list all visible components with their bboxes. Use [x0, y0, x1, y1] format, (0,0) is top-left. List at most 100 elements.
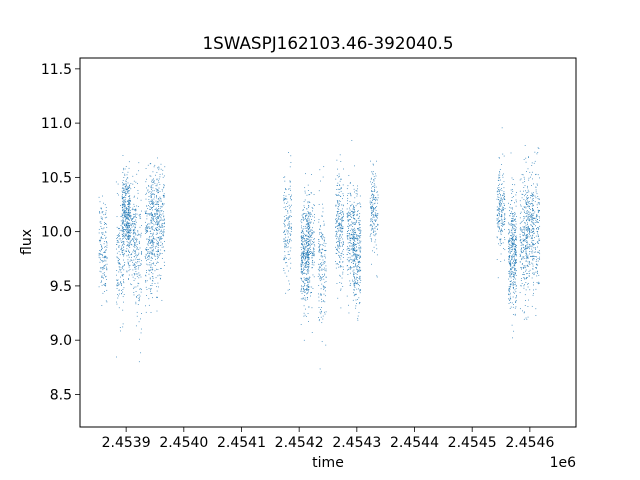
data-point	[158, 191, 159, 193]
data-point	[521, 283, 523, 284]
data-point	[127, 191, 128, 192]
data-point	[289, 215, 290, 217]
data-point	[356, 203, 358, 205]
data-point	[536, 271, 538, 273]
data-point	[370, 218, 371, 220]
y-tick-label: 9.0	[50, 333, 72, 349]
data-point	[354, 232, 356, 234]
data-point	[101, 248, 103, 249]
data-point	[319, 276, 321, 277]
data-point	[121, 204, 123, 206]
x-tick-label: 2.4539	[102, 435, 151, 451]
data-point	[307, 245, 308, 247]
data-point	[342, 261, 344, 263]
data-point	[340, 230, 342, 232]
data-point	[353, 205, 354, 207]
data-point	[150, 241, 152, 243]
data-point	[511, 258, 513, 260]
data-point	[309, 194, 311, 195]
data-point	[283, 270, 285, 271]
data-point	[307, 190, 309, 191]
data-point	[375, 233, 377, 234]
x-axis-label: time	[312, 455, 344, 471]
data-point	[375, 215, 377, 217]
data-point	[501, 220, 503, 222]
data-point	[103, 257, 105, 259]
data-point	[122, 309, 124, 311]
data-point	[375, 239, 377, 241]
data-point	[531, 174, 532, 176]
data-point	[537, 211, 539, 213]
data-point	[306, 279, 308, 281]
data-point	[306, 236, 308, 237]
data-point	[520, 229, 522, 231]
data-point	[120, 248, 122, 250]
data-point	[337, 182, 339, 184]
data-point	[355, 205, 357, 207]
data-point	[499, 203, 501, 205]
data-point	[148, 239, 150, 240]
data-point	[290, 155, 292, 157]
data-point	[133, 239, 135, 241]
data-point	[121, 215, 123, 217]
data-point	[498, 190, 500, 192]
data-point	[531, 195, 533, 197]
data-point	[101, 232, 102, 234]
data-point	[152, 249, 154, 251]
data-point	[358, 235, 360, 236]
data-point	[307, 298, 308, 300]
data-point	[523, 159, 525, 160]
data-point	[511, 258, 513, 260]
data-point	[118, 233, 119, 235]
data-point	[128, 187, 130, 189]
data-point	[159, 277, 161, 279]
data-point	[308, 229, 309, 231]
data-point	[137, 192, 139, 194]
data-point	[325, 265, 327, 267]
data-point	[100, 225, 102, 227]
data-point	[141, 210, 142, 212]
data-point	[510, 281, 512, 282]
data-point	[121, 196, 123, 198]
data-point	[132, 233, 134, 235]
data-point	[284, 259, 285, 261]
data-point	[356, 219, 358, 221]
data-point	[123, 259, 124, 261]
data-point	[122, 182, 123, 184]
data-point	[522, 310, 523, 312]
data-point	[158, 180, 159, 182]
data-point	[306, 220, 308, 222]
data-point	[533, 258, 535, 260]
data-point	[501, 210, 503, 212]
data-point	[536, 231, 538, 232]
data-point	[135, 208, 137, 210]
data-point	[301, 239, 303, 241]
data-point	[520, 244, 522, 246]
data-point	[523, 199, 525, 200]
data-point	[126, 250, 127, 252]
data-point	[357, 318, 359, 320]
data-point	[321, 256, 323, 258]
data-point	[501, 127, 503, 129]
data-point	[122, 214, 124, 216]
data-point	[120, 205, 121, 206]
data-point	[303, 248, 304, 250]
data-point	[160, 245, 162, 246]
data-point	[519, 255, 521, 257]
data-point	[372, 163, 374, 165]
data-point	[126, 245, 128, 247]
data-point	[525, 206, 527, 208]
data-point	[139, 338, 140, 340]
data-point	[157, 250, 159, 252]
data-point	[121, 207, 123, 208]
data-point	[353, 246, 355, 247]
data-point	[159, 196, 161, 198]
data-point	[304, 285, 305, 287]
data-point	[132, 207, 134, 209]
data-point	[116, 193, 118, 194]
data-point	[122, 226, 124, 228]
data-point	[336, 263, 338, 265]
data-point	[105, 260, 107, 262]
data-point	[515, 244, 516, 245]
data-point	[150, 207, 152, 209]
